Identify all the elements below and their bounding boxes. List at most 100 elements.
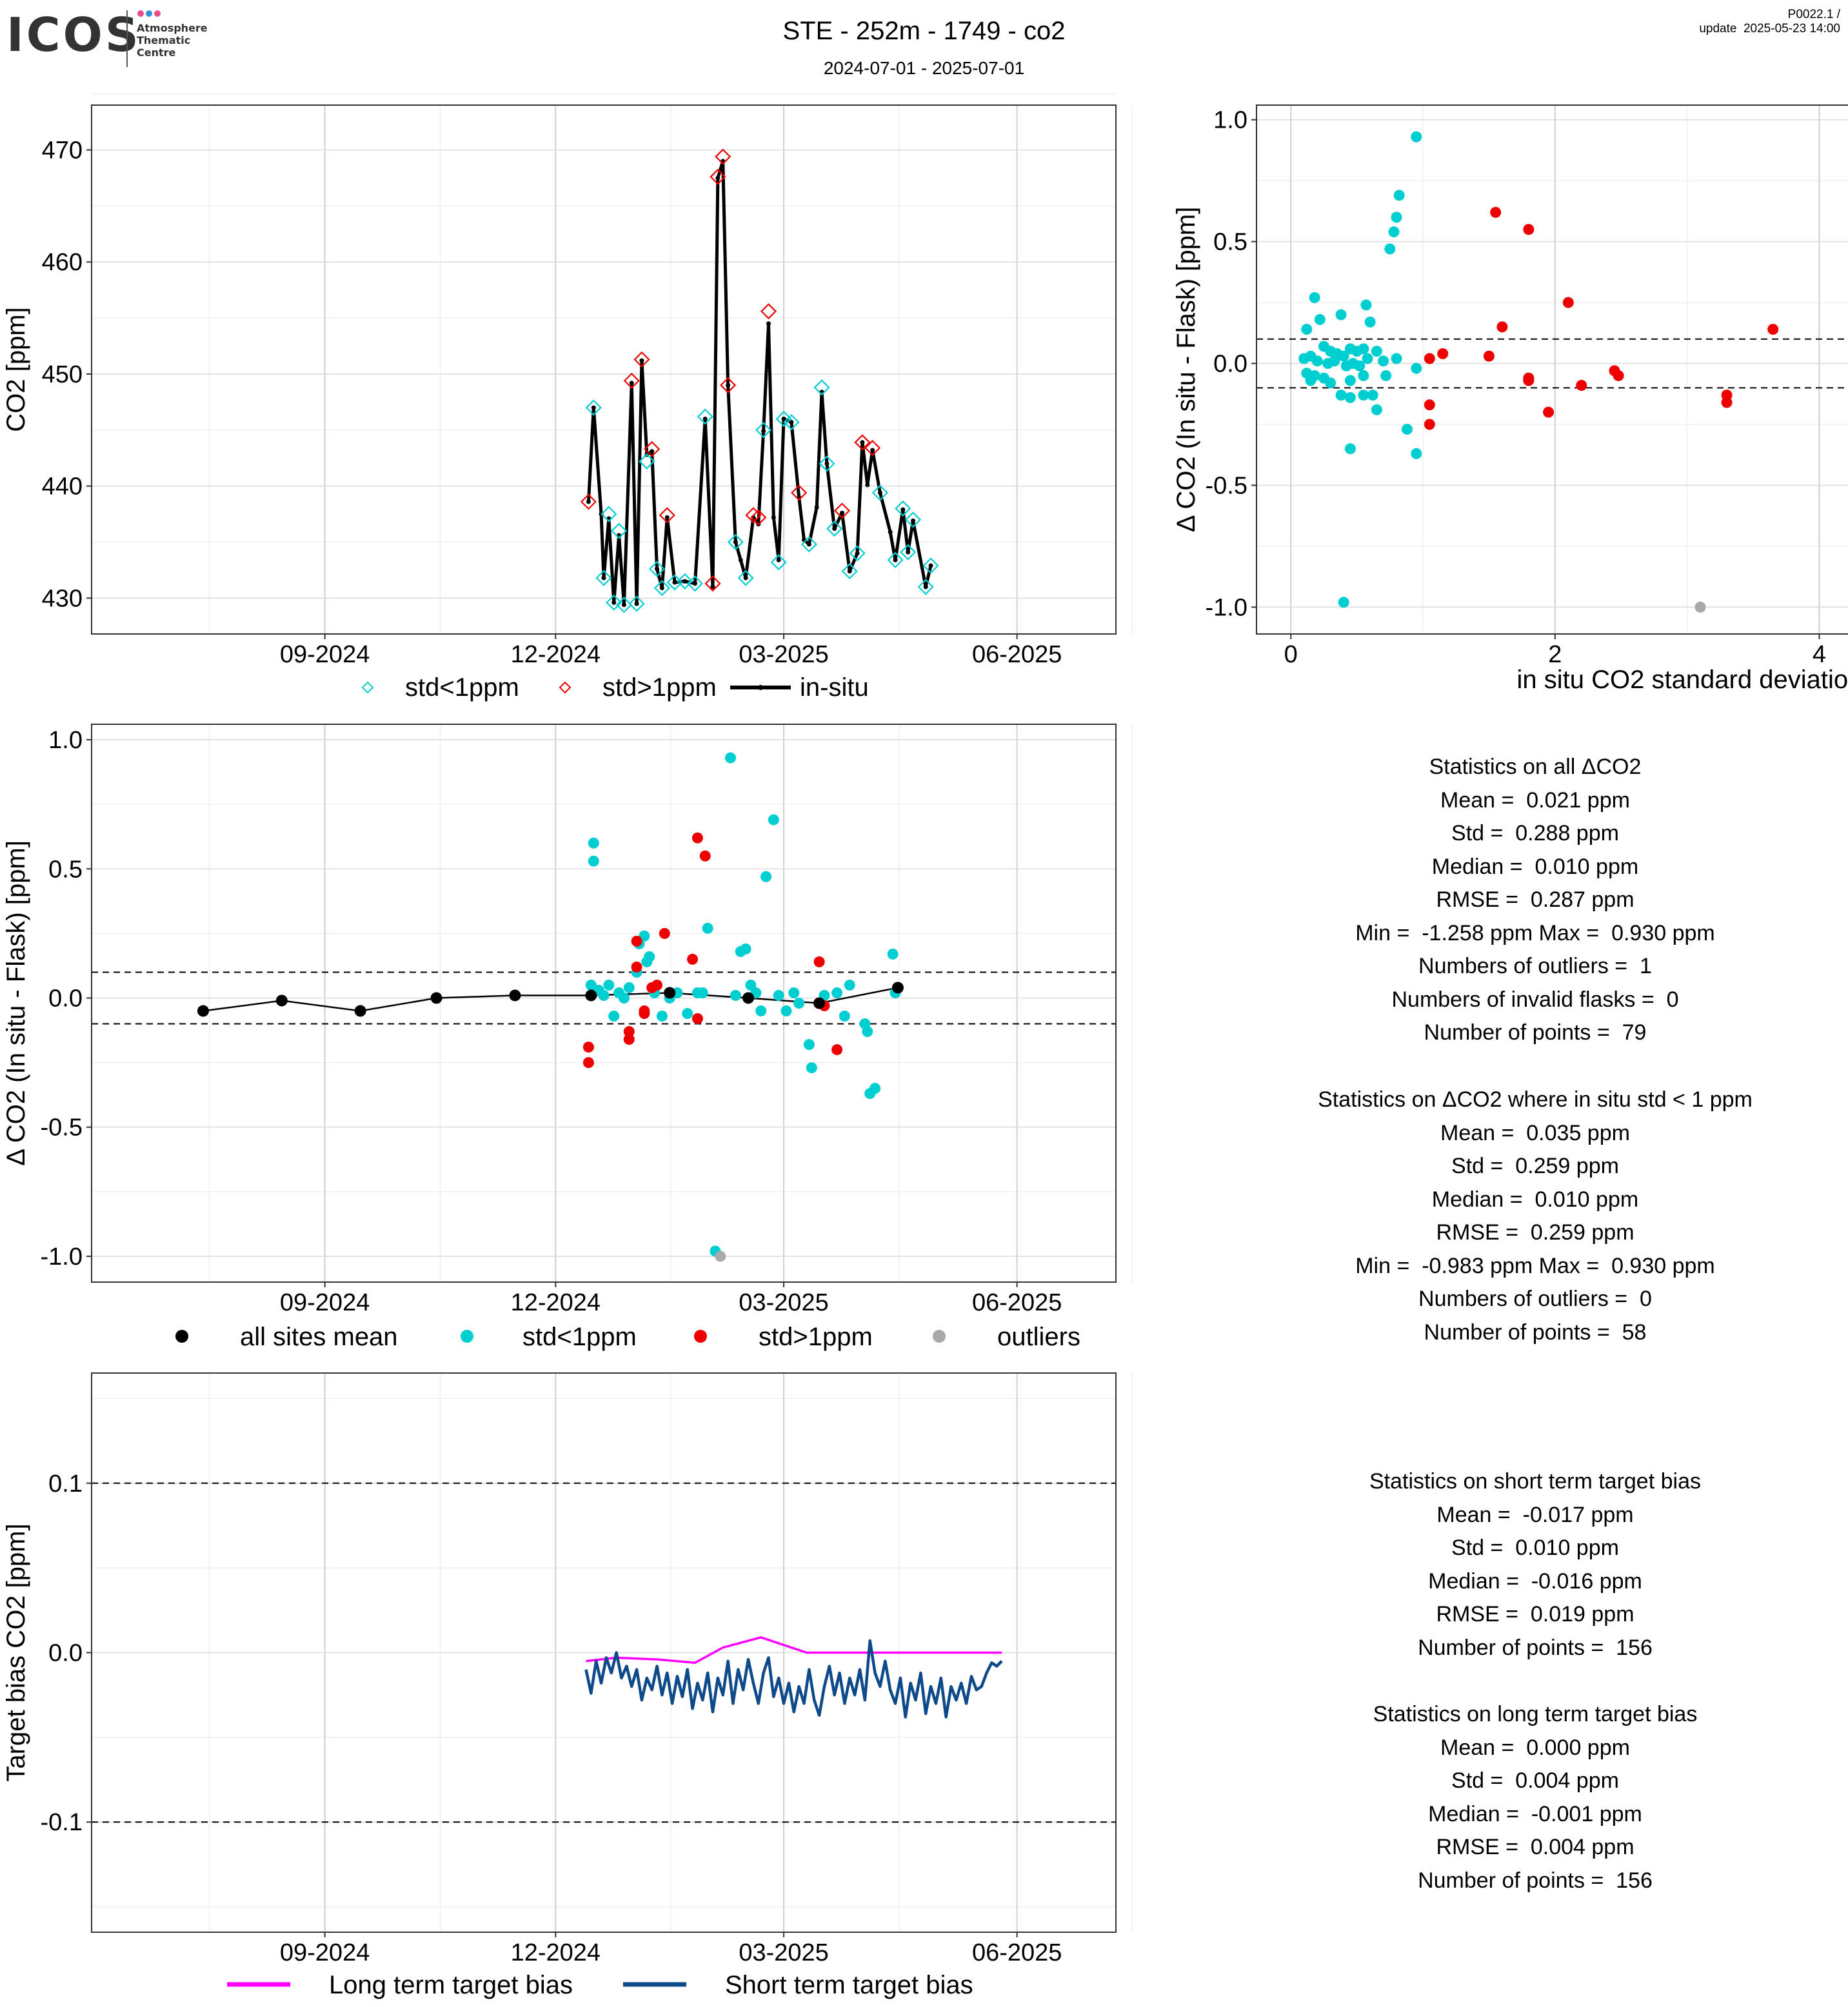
y-tick-label: -1.0 (1206, 594, 1247, 621)
legend-diamond-red-icon (559, 681, 571, 694)
in-situ-point (655, 566, 660, 571)
x-axis-label: in situ CO2 standard deviation [ppm] (1516, 666, 1848, 694)
scatter-point (1411, 448, 1422, 459)
plot-border (91, 104, 1117, 635)
x-tick-label: 03-2025 (739, 1289, 828, 1316)
x-tick-label: 09-2024 (280, 1939, 370, 1966)
std-high-flask-marker (745, 507, 762, 524)
plot-border (1256, 104, 1848, 635)
delta-vs-std-chart: 0246-1.0-0.50.00.51.0Δ CO2 (In situ - Fl… (1172, 104, 1848, 694)
std-low-flask-marker (677, 573, 693, 589)
mean-point (509, 989, 521, 1002)
scatter-point (702, 922, 713, 934)
scatter-point (1358, 390, 1369, 401)
y-tick-label: 440 (42, 473, 83, 500)
scatter-point (1496, 321, 1508, 333)
y-tick-label: 0.5 (48, 856, 83, 883)
in-situ-point (766, 321, 771, 326)
stats-title: Statistics on all ΔCO2 (1429, 755, 1642, 779)
in-situ-point (911, 519, 916, 524)
scatter-point (1305, 375, 1316, 386)
scatter-point (1301, 324, 1313, 335)
scatter-point (1354, 360, 1366, 371)
stats-line: RMSE = 0.019 ppm (1436, 1602, 1634, 1626)
scatter-point (1344, 391, 1356, 403)
scatter-point (1360, 299, 1372, 311)
in-situ-point (639, 358, 644, 363)
logo-sub-line: Centre (137, 46, 176, 59)
y-axis-label: CO2 [ppm] (2, 307, 30, 431)
scatter-point (1576, 380, 1587, 391)
legend-diamond-cyan-icon (361, 681, 374, 694)
x-tick-label: 4 (1813, 641, 1826, 668)
std-high-flask-marker (633, 351, 650, 368)
x-tick-label: 03-2025 (739, 1939, 828, 1966)
mean-point (430, 992, 442, 1004)
y-tick-label: -1.0 (41, 1243, 83, 1270)
in-situ-point (893, 557, 898, 562)
std-low-flask-marker (615, 597, 633, 613)
std-low-flask-marker (819, 455, 835, 472)
y-tick-label: 450 (42, 361, 83, 388)
legend-point-icon (758, 685, 763, 690)
std-low-flask-marker (871, 484, 889, 501)
scatter-point (773, 989, 784, 1001)
std-high-flask-marker (710, 168, 726, 185)
mean-point (742, 992, 755, 1004)
legend-grey-dot-icon (933, 1330, 946, 1343)
in-situ-point (776, 557, 781, 562)
scatter-point (887, 948, 899, 960)
legend: Long term target bias Short term target b… (227, 1971, 973, 1999)
in-situ-point (860, 440, 865, 445)
std-low-flask-marker (922, 557, 939, 574)
scatter-point (1314, 314, 1326, 326)
legend-label: all sites mean (240, 1323, 398, 1351)
scatter-point (1391, 212, 1402, 223)
in-situ-point (877, 490, 882, 495)
stats-line: Number of points = 58 (1424, 1320, 1647, 1345)
stats-line: Min = -0.983 ppm Max = 0.930 ppm (1355, 1253, 1715, 1278)
scatter-point (793, 998, 805, 1009)
legend-label: Short term target bias (725, 1971, 973, 1999)
in-situ-point (923, 584, 928, 589)
in-situ-point (629, 381, 634, 386)
scatter-point (1562, 297, 1574, 308)
scatter-point (588, 837, 599, 849)
logo-sub-line: Atmosphere (137, 22, 208, 34)
mean-point (354, 1005, 366, 1017)
scatter-point (1393, 190, 1405, 201)
scatter-point (806, 1062, 817, 1074)
scatter-point (631, 961, 642, 973)
scatter-point (659, 927, 670, 939)
in-situ-point (693, 581, 698, 586)
legend-label: outliers (997, 1323, 1080, 1351)
scatter-point (623, 982, 635, 993)
scatter-point (1613, 370, 1624, 381)
stats-all-block: Statistics on all ΔCO2 Mean = 0.021 ppm … (1258, 751, 1813, 1050)
scatter-point (697, 987, 708, 998)
std-low-flask-marker (826, 520, 843, 537)
std-high-flask-marker (623, 372, 640, 389)
scatter-point (623, 1034, 635, 1045)
scatter-point (1424, 399, 1435, 411)
scatter-point (760, 871, 772, 882)
stats-line: Numbers of outliers = 0 (1418, 1287, 1652, 1311)
in-situ-point (591, 405, 596, 410)
std-high-flask-marker (750, 509, 767, 526)
in-situ-point (832, 526, 837, 531)
legend-label: Long term target bias (329, 1971, 573, 1999)
std-low-flask-marker (783, 414, 800, 431)
logo-subtitle: Atmosphere Thematic Centre (137, 22, 214, 59)
in-situ-point (586, 499, 591, 504)
legend-label: std>1ppm (759, 1323, 873, 1351)
std-low-flask-marker (849, 545, 866, 562)
stats-line: Median = -0.001 ppm (1428, 1801, 1642, 1826)
scatter-point (1437, 348, 1449, 359)
std-low-flask-marker (900, 544, 917, 560)
logo-sub-line: Thematic (137, 34, 191, 46)
in-situ-point (634, 601, 639, 606)
y-tick-label: 0.5 (1213, 229, 1247, 256)
stats-line: Median = 0.010 ppm (1431, 1187, 1639, 1212)
scatter-point (715, 1251, 726, 1262)
stats-low-std-block: Statistics on ΔCO2 where in situ std < 1… (1258, 1083, 1813, 1349)
